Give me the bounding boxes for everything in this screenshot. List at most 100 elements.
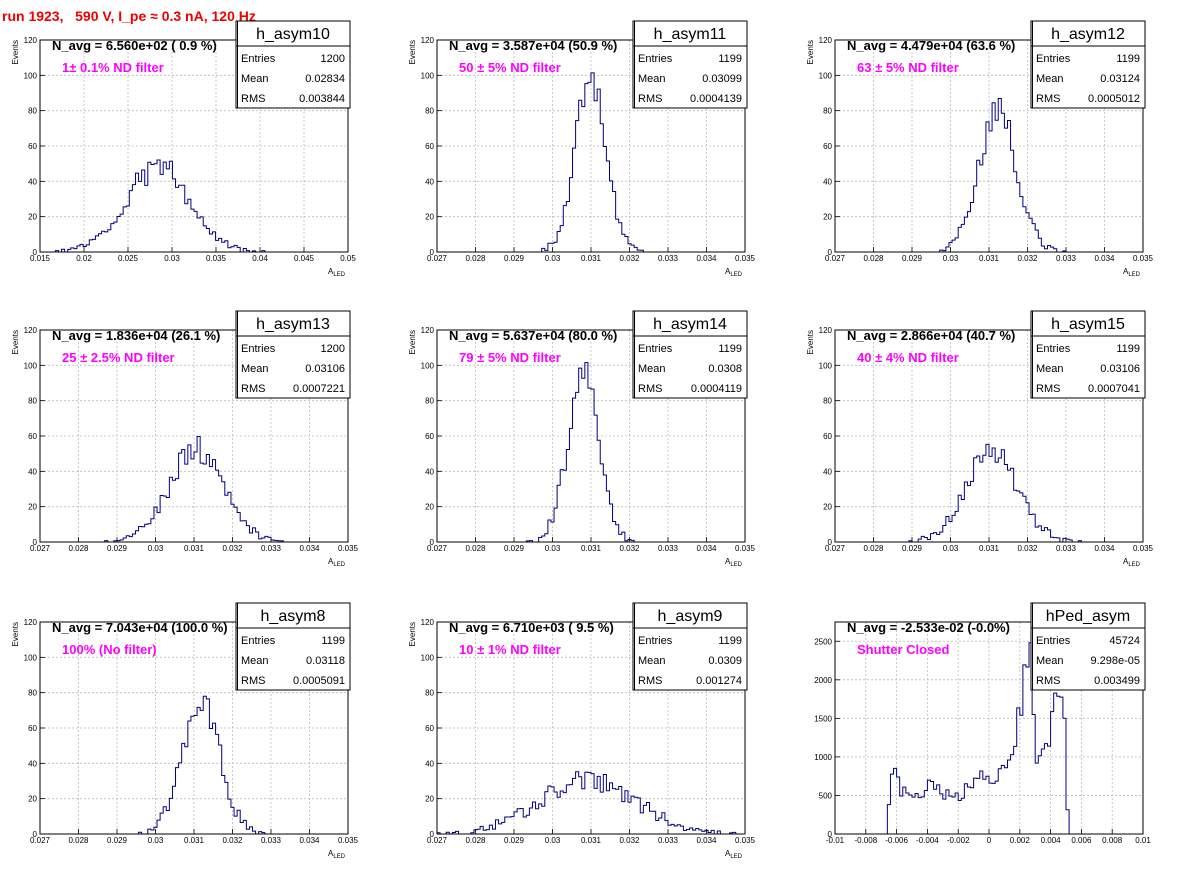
x-tick-label: 0.032 <box>222 544 243 553</box>
x-tick-label: 0.033 <box>1056 544 1077 553</box>
y-tick-label: 40 <box>28 177 37 186</box>
x-tick-label: 0.008 <box>1102 836 1123 845</box>
filter-annotation: 79 ± 5% ND filter <box>459 350 561 365</box>
x-tick-label: 0.015 <box>30 254 51 263</box>
stats-box: h_asym10 Entries 1200 Mean 0.02834 RMS 0.00384… <box>235 20 351 109</box>
x-tick-label: 0.035 <box>1133 544 1154 553</box>
x-tick-label: 0.028 <box>68 836 89 845</box>
navg-label: N_avg = 6.560e+02 ( 0.9 %) <box>52 38 217 53</box>
y-tick-label: 100 <box>421 361 435 370</box>
stats-label: RMS <box>638 93 662 105</box>
y-tick-label: 80 <box>28 397 37 406</box>
x-tick-label: -0.004 <box>916 836 939 845</box>
x-tick-label: 0.029 <box>902 254 923 263</box>
x-tick-label: 0.035 <box>1133 254 1154 263</box>
stats-box-title: h_asym13 <box>256 316 330 333</box>
histogram-line <box>436 771 745 835</box>
stats-value: 0.003499 <box>1094 675 1140 687</box>
y-tick-label: 0 <box>430 538 435 547</box>
histogram-panel-h_asym12: 0.027 0.028 0.029 0.03 0.031 0.032 0.033 0.034 0… <box>806 20 1154 278</box>
x-tick-label: 0.028 <box>465 254 486 263</box>
x-axis-label: ALED <box>1123 557 1141 568</box>
stats-label: RMS <box>1036 93 1060 105</box>
x-tick-label: 0.006 <box>1071 836 1092 845</box>
y-tick-label: 0 <box>828 830 833 839</box>
y-axis-label: Events <box>11 40 20 64</box>
y-tick-label: 100 <box>421 653 435 662</box>
x-tick-label: 0 <box>987 836 992 845</box>
histogram-line <box>835 443 1143 543</box>
page-title: run 1923, 590 V, I_pe ≈ 0.3 nA, 120 Hz <box>2 8 256 24</box>
stats-value: 0.0004139 <box>690 93 742 105</box>
x-tick-label: 0.027 <box>30 836 51 845</box>
x-tick-label: -0.008 <box>854 836 877 845</box>
y-tick-label: 0 <box>430 830 435 839</box>
x-tick-label: 0.029 <box>504 836 525 845</box>
stats-box-frame <box>632 310 748 399</box>
stats-box: h_asym9 Entries 1199 Mean 0.0309 RMS 0.001274 <box>632 602 748 691</box>
x-tick-label: 0.033 <box>261 544 282 553</box>
stats-label: Mean <box>241 73 269 85</box>
stats-box: h_asym15 Entries 1199 Mean 0.03106 RMS 0.00070… <box>1030 310 1146 399</box>
y-tick-label: 40 <box>425 177 434 186</box>
navg-label: N_avg = 2.866e+04 (40.7 %) <box>847 328 1015 343</box>
y-axis-label: Events <box>408 40 417 64</box>
y-tick-label: 2500 <box>814 637 832 646</box>
stats-value: 1199 <box>718 343 742 355</box>
stats-value: 0.03124 <box>1100 73 1140 85</box>
x-tick-label: 0.035 <box>206 254 227 263</box>
x-tick-label: 0.033 <box>658 836 679 845</box>
x-tick-label: 0.034 <box>1094 544 1115 553</box>
stats-box-frame <box>632 602 748 691</box>
x-tick-label: 0.03 <box>943 544 959 553</box>
stats-box-title: h_asym12 <box>1051 26 1125 43</box>
x-tick-label: 0.03 <box>545 254 561 263</box>
x-tick-label: 0.028 <box>465 836 486 845</box>
stats-value: 1199 <box>718 635 742 647</box>
y-tick-label: 40 <box>823 467 832 476</box>
x-tick-label: 0.028 <box>863 544 884 553</box>
histogram-panel-h_asym13: 0.027 0.028 0.029 0.03 0.031 0.032 0.033 0.034 0… <box>11 310 359 568</box>
x-tick-label: 0.03 <box>148 544 164 553</box>
stats-value: 0.0005012 <box>1088 93 1140 105</box>
x-tick-label: 0.034 <box>696 254 717 263</box>
stats-box-title: h_asym10 <box>256 26 330 43</box>
y-tick-label: 20 <box>823 503 832 512</box>
y-tick-label: 20 <box>425 795 434 804</box>
stats-box-title: h_asym14 <box>653 316 727 333</box>
y-tick-label: 120 <box>819 36 833 45</box>
x-tick-label: -0.006 <box>885 836 908 845</box>
stats-box-frame <box>235 602 351 691</box>
y-tick-label: 80 <box>823 107 832 116</box>
x-tick-label: 0.027 <box>825 254 846 263</box>
x-tick-label: 0.032 <box>619 254 640 263</box>
stats-box-frame <box>632 20 748 109</box>
filter-annotation: 40 ± 4% ND filter <box>857 350 959 365</box>
x-tick-label: 0.027 <box>30 544 51 553</box>
x-axis-label: ALED <box>1123 267 1141 278</box>
y-tick-label: 20 <box>823 213 832 222</box>
y-tick-label: 120 <box>421 326 435 335</box>
y-tick-label: 60 <box>425 724 434 733</box>
histogram-line <box>835 642 1143 835</box>
stats-box-title: h_asym8 <box>261 608 326 625</box>
x-tick-label: 0.031 <box>184 836 205 845</box>
stats-box: h_asym11 Entries 1199 Mean 0.03099 RMS 0.00041… <box>632 20 748 109</box>
x-tick-label: 0.029 <box>107 836 128 845</box>
x-axis-label: ALED <box>328 849 346 860</box>
stats-label: RMS <box>1036 383 1060 395</box>
stats-value: 0.03106 <box>305 363 345 375</box>
x-tick-label: 0.03 <box>545 544 561 553</box>
y-tick-label: 100 <box>421 71 435 80</box>
stats-label: Entries <box>241 53 276 65</box>
x-tick-label: 0.029 <box>902 544 923 553</box>
x-tick-label: 0.031 <box>979 544 1000 553</box>
x-tick-label: 0.029 <box>107 544 128 553</box>
stats-label: RMS <box>241 675 265 687</box>
x-tick-label: 0.034 <box>1094 254 1115 263</box>
histogram-line <box>40 695 348 835</box>
histogram-panel-h_asym15: 0.027 0.028 0.029 0.03 0.031 0.032 0.033 0.034 0… <box>806 310 1154 568</box>
y-tick-label: 80 <box>425 107 434 116</box>
y-tick-label: 60 <box>823 432 832 441</box>
y-tick-label: 60 <box>28 142 37 151</box>
